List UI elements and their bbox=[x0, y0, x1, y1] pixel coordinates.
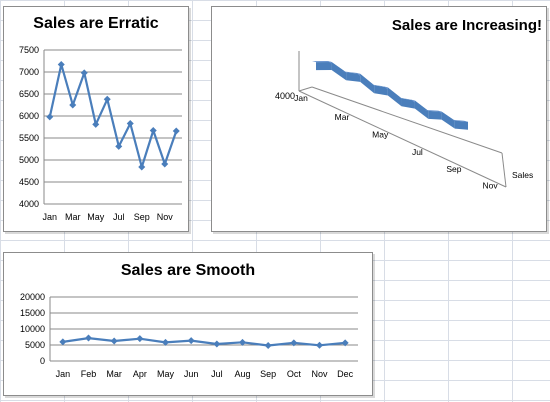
y-tick-label: 7000 bbox=[19, 67, 39, 77]
x-tick-label: Jan bbox=[294, 93, 308, 103]
data-point bbox=[92, 120, 100, 128]
x-tick-label: Apr bbox=[133, 369, 147, 379]
ribbon-face bbox=[346, 72, 361, 82]
y-tick-label: 4500 bbox=[19, 177, 39, 187]
chart-smooth[interactable]: Sales are Smooth 0 5000 10000 15000 20000 Jan… bbox=[3, 252, 373, 396]
data-point bbox=[161, 160, 169, 168]
x-tick-label: May bbox=[157, 369, 175, 379]
floor-back-edge bbox=[311, 86, 503, 154]
chart-smooth-plot: 0 5000 10000 15000 20000 Jan Feb Mar Apr May Jun Ju… bbox=[20, 292, 358, 379]
x-tick-label: Mar bbox=[65, 212, 81, 222]
data-point bbox=[126, 119, 134, 127]
x-tick-label: Aug bbox=[234, 369, 250, 379]
ribbon-face bbox=[387, 87, 402, 107]
ribbon-top bbox=[312, 60, 332, 63]
ribbon-top bbox=[450, 119, 468, 122]
x-tick-label: Dec bbox=[337, 369, 354, 379]
series-line bbox=[48, 63, 178, 169]
chart-smooth-title: Sales are Smooth bbox=[120, 262, 256, 279]
data-point bbox=[290, 339, 298, 347]
x-tick-label: Sep bbox=[134, 212, 150, 222]
ribbon-top bbox=[370, 84, 388, 88]
ribbon-face bbox=[316, 61, 332, 71]
x-tick-label: Oct bbox=[287, 369, 302, 379]
data-point bbox=[103, 95, 111, 103]
chart-erratic-title: Sales are Erratic bbox=[33, 15, 159, 32]
y-tick-label: 5500 bbox=[19, 133, 39, 143]
data-point bbox=[136, 335, 144, 343]
x-tick-label: Jul bbox=[113, 212, 125, 222]
series-line bbox=[62, 336, 346, 347]
floor-front-edge bbox=[501, 152, 507, 188]
x-tick-label: Jan bbox=[56, 369, 71, 379]
y-tick-label: 15000 bbox=[20, 308, 45, 318]
data-point bbox=[172, 127, 180, 135]
x-tick-label: Jun bbox=[184, 369, 199, 379]
x-tick-label: Mar bbox=[106, 369, 122, 379]
x-tick-label: Nov bbox=[483, 181, 499, 191]
data-point bbox=[341, 339, 349, 347]
ribbon-face bbox=[454, 120, 468, 130]
y-tick-label: 0 bbox=[40, 356, 45, 366]
chart-erratic[interactable]: Sales are Erratic 4000 4500 5000 5500 6000 65… bbox=[3, 6, 189, 232]
x-tick-label: Sep bbox=[446, 164, 461, 174]
ribbon-face bbox=[360, 73, 375, 94]
floor-edge bbox=[298, 86, 313, 92]
y-tick-label: 4000 bbox=[275, 91, 295, 101]
data-point bbox=[162, 338, 169, 346]
ribbon-face bbox=[331, 61, 347, 81]
data-point bbox=[264, 342, 272, 350]
x-tick-label: Feb bbox=[81, 369, 97, 379]
y-tick-label: 5000 bbox=[19, 155, 39, 165]
data-point bbox=[80, 69, 88, 77]
x-tick-label: Mar bbox=[335, 112, 350, 122]
data-point bbox=[69, 101, 77, 109]
chart-increasing-title: Sales are Increasing! bbox=[391, 17, 542, 34]
y-tick-label: 10000 bbox=[20, 324, 45, 334]
y-tick-label: 4000 bbox=[19, 199, 39, 209]
y-tick-label: 20000 bbox=[20, 292, 45, 302]
x-tick-label: Sep bbox=[260, 369, 276, 379]
ribbon-top bbox=[397, 97, 415, 101]
ribbon-face bbox=[401, 98, 415, 109]
chart-increasing-plot: 4000 Jan Mar May Jul Sep Nov Sales bbox=[275, 51, 533, 191]
x-tick-label: Jul bbox=[211, 369, 223, 379]
data-point bbox=[57, 61, 65, 69]
ribbon-top bbox=[424, 109, 442, 112]
y-tick-label: 6000 bbox=[19, 111, 39, 121]
x-tick-label: Jul bbox=[412, 147, 423, 157]
data-point bbox=[115, 142, 123, 150]
data-point bbox=[239, 338, 246, 346]
chart-erratic-plot: 4000 4500 5000 5500 6000 6500 7000 7500 Jan Mar Ma… bbox=[19, 45, 182, 222]
x-tick-label: May bbox=[372, 130, 389, 140]
x-tick-label: May bbox=[87, 212, 105, 222]
depth-axis bbox=[298, 90, 507, 188]
series-label: Sales bbox=[512, 170, 533, 180]
data-point bbox=[59, 338, 67, 346]
ribbon-face bbox=[428, 110, 442, 120]
y-tick-label: 7500 bbox=[19, 45, 39, 55]
data-point bbox=[149, 127, 157, 135]
data-point bbox=[316, 341, 323, 349]
x-tick-label: Jan bbox=[42, 212, 57, 222]
ribbon-face bbox=[374, 85, 388, 96]
x-tick-label: Nov bbox=[157, 212, 174, 222]
ribbon-top bbox=[342, 71, 361, 74]
data-point bbox=[46, 113, 54, 121]
data-point bbox=[138, 163, 146, 171]
data-point bbox=[213, 340, 221, 348]
data-point bbox=[110, 337, 118, 345]
data-point bbox=[187, 337, 195, 345]
chart-increasing[interactable]: Sales are Increasing! 4000 Jan Mar May Jul Se… bbox=[211, 6, 547, 232]
ribbon-face bbox=[441, 111, 455, 129]
x-tick-label: Nov bbox=[311, 369, 328, 379]
y-tick-label: 5000 bbox=[25, 340, 45, 350]
ribbon-face bbox=[414, 100, 429, 119]
data-point bbox=[85, 334, 92, 342]
y-tick-label: 6500 bbox=[19, 89, 39, 99]
